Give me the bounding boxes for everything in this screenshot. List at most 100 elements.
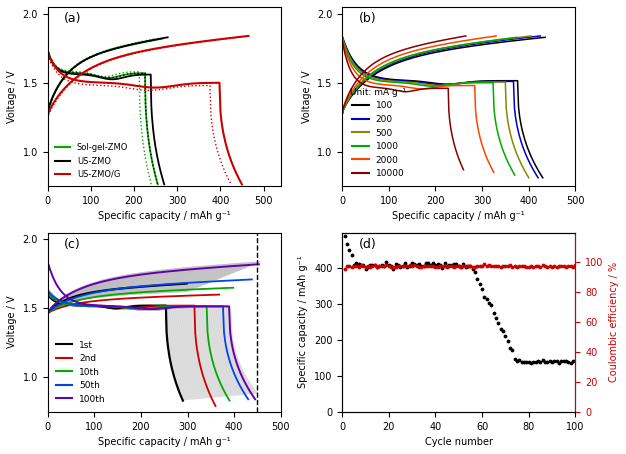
Point [386,263,396,270]
Point [342,240,352,247]
Point [500,263,510,270]
Point [356,262,366,269]
Point [535,263,545,270]
Point [512,357,522,365]
Legend: 1st, 2nd, 10th, 50th, 100th: 1st, 2nd, 10th, 50th, 100th [52,337,110,407]
Point [480,260,490,267]
Point [550,358,560,365]
Point [461,263,471,270]
Point [550,262,560,269]
Point [442,263,452,270]
Point [533,358,543,365]
Point [491,314,501,321]
Point [489,262,499,269]
Point [538,357,548,364]
Point [351,260,361,267]
Point [365,262,375,269]
Point [379,262,389,270]
Point [393,262,403,270]
Point [372,264,382,271]
Point [433,263,443,271]
Point [407,263,417,270]
Point [414,263,424,270]
Point [498,263,508,270]
Point [358,262,368,270]
Point [386,263,396,270]
Point [440,262,450,270]
Point [503,337,513,345]
Point [416,263,426,271]
Point [475,262,485,270]
Point [559,358,569,365]
Point [486,301,496,308]
Y-axis label: Coulombic efficiency / %: Coulombic efficiency / % [609,262,619,382]
Point [398,263,408,270]
Point [515,263,525,270]
Point [547,359,557,366]
Point [477,286,487,293]
Point [568,263,578,270]
Point [468,266,478,273]
Point [545,262,555,270]
Point [484,262,494,269]
Point [342,262,352,270]
Point [454,262,464,270]
Point [431,263,441,270]
Point [339,266,349,273]
Text: (a): (a) [64,12,81,25]
X-axis label: Cycle number: Cycle number [425,437,493,447]
Point [510,262,520,269]
Point [561,263,571,271]
Point [377,262,387,269]
Point [447,262,457,270]
Point [396,262,406,270]
Point [526,262,536,269]
Point [566,359,576,366]
Y-axis label: Voltage / V: Voltage / V [302,70,312,123]
Point [557,358,567,365]
Y-axis label: Voltage / V: Voltage / V [7,70,17,123]
Point [505,345,515,352]
Point [416,263,426,270]
Point [470,263,480,270]
Point [563,263,573,270]
Point [451,261,461,268]
Point [426,262,436,270]
Point [519,262,529,270]
Point [358,262,368,269]
Point [470,268,480,276]
Point [349,262,359,269]
Y-axis label: Specific capacity / mAh g⁻¹: Specific capacity / mAh g⁻¹ [299,256,309,389]
Point [528,358,538,365]
Point [512,263,522,271]
Point [515,356,525,364]
Legend: Sol-gel-ZMO, US-ZMO, US-ZMO/G: Sol-gel-ZMO, US-ZMO, US-ZMO/G [52,140,131,182]
Point [521,263,531,271]
Point [542,264,552,271]
Point [528,263,538,270]
Point [554,262,564,270]
Point [389,266,399,273]
Point [545,357,555,365]
Point [363,262,373,269]
Point [566,263,576,270]
Point [493,319,503,326]
Point [391,260,401,267]
Point [451,262,461,270]
Point [482,262,492,270]
Point [363,263,373,270]
Point [339,232,349,240]
Point [531,359,541,366]
Point [361,263,371,271]
Point [563,359,573,366]
Point [491,263,501,270]
Point [444,262,454,270]
Point [505,261,515,268]
Point [440,259,450,266]
Point [431,262,441,269]
Point [533,262,543,270]
Point [447,262,457,269]
Point [372,263,382,270]
X-axis label: Specific capacity / mAh g⁻¹: Specific capacity / mAh g⁻¹ [393,212,525,222]
Point [559,262,569,269]
